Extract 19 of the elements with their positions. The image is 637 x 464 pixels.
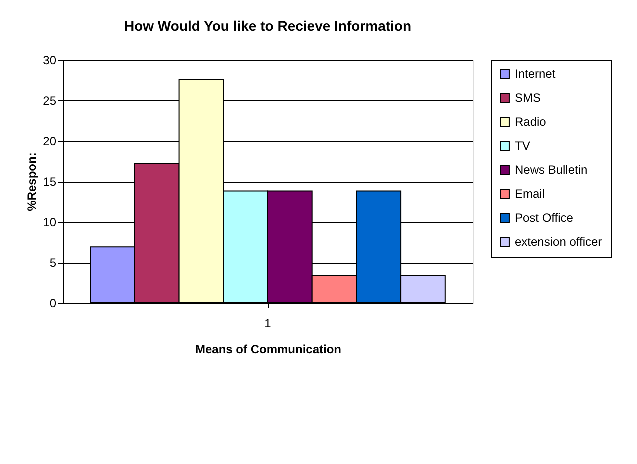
y-tick-label: 20 — [43, 134, 57, 148]
legend-label: Post Office — [515, 211, 574, 225]
legend-label: News Bulletin — [515, 163, 588, 177]
chart-title: How Would You like to Recieve Information — [124, 18, 412, 34]
y-axis-title: %Respon: — [25, 152, 40, 212]
legend-label: extension officer — [515, 235, 602, 249]
y-tick-label: 25 — [43, 94, 57, 108]
y-tick-label: 15 — [43, 175, 57, 189]
y-tick-label: 0 — [50, 296, 57, 310]
legend-label: SMS — [515, 91, 542, 105]
legend-label: TV — [515, 139, 530, 153]
y-tick-label: 10 — [43, 216, 57, 230]
legend-label: Internet — [515, 67, 556, 81]
x-tick-label: 1 — [264, 316, 272, 330]
y-tick-label: 30 — [43, 54, 57, 68]
y-tick-label: 5 — [50, 256, 57, 270]
legend-label: Email — [515, 187, 546, 201]
x-axis-title: Means of Communication — [195, 342, 342, 356]
legend-label: Radio — [515, 115, 547, 129]
